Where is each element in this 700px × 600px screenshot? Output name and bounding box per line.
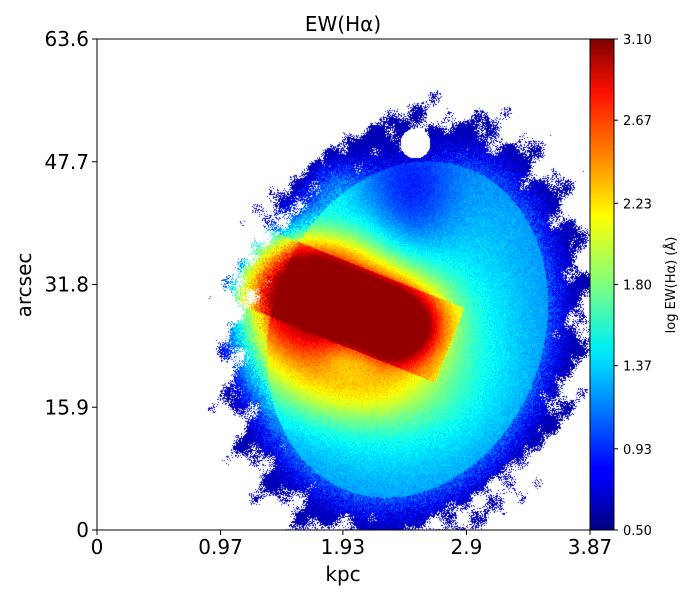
colorbar-tick-label: 0.93 bbox=[623, 443, 652, 458]
y-tick-label: 47.7 bbox=[44, 150, 89, 174]
y-tick-label: 31.8 bbox=[44, 273, 89, 297]
colorbar-label: log EW(Hα) (Å) bbox=[663, 237, 679, 334]
x-tick-label: 1.93 bbox=[321, 535, 366, 559]
y-tick-label: 63.6 bbox=[44, 27, 89, 51]
x-axis-label: kpc bbox=[325, 562, 360, 586]
heatmap-raster bbox=[97, 39, 590, 530]
chart-title: EW(Hα) bbox=[305, 12, 381, 36]
colorbar-axis: 0.50 0.93 1.37 1.80 2.23 2.67 3.10 bbox=[614, 33, 652, 539]
x-axis: 0 0.97 1.93 2.9 3.87 bbox=[91, 530, 613, 559]
y-tick-label: 15.9 bbox=[44, 395, 89, 419]
colorbar-tick-label: 1.37 bbox=[623, 360, 652, 375]
x-tick-label: 0.97 bbox=[198, 535, 243, 559]
y-axis: 0 15.9 31.8 47.7 63.6 bbox=[44, 27, 97, 542]
x-tick-label: 3.87 bbox=[568, 535, 613, 559]
y-tick-label: 0 bbox=[76, 518, 89, 542]
colorbar-tick-label: 2.23 bbox=[623, 197, 652, 212]
x-tick-label: 2.9 bbox=[451, 535, 483, 559]
heatmap-image bbox=[97, 39, 590, 530]
colorbar-tick-label: 3.10 bbox=[623, 33, 652, 48]
y-axis-label: arcsec bbox=[12, 253, 36, 318]
colorbar bbox=[590, 39, 614, 530]
x-tick-label: 0 bbox=[91, 535, 104, 559]
colorbar-tick-label: 2.67 bbox=[623, 114, 652, 129]
colorbar-tick-label: 1.80 bbox=[623, 279, 652, 294]
colorbar-tick-label: 0.50 bbox=[623, 524, 652, 539]
